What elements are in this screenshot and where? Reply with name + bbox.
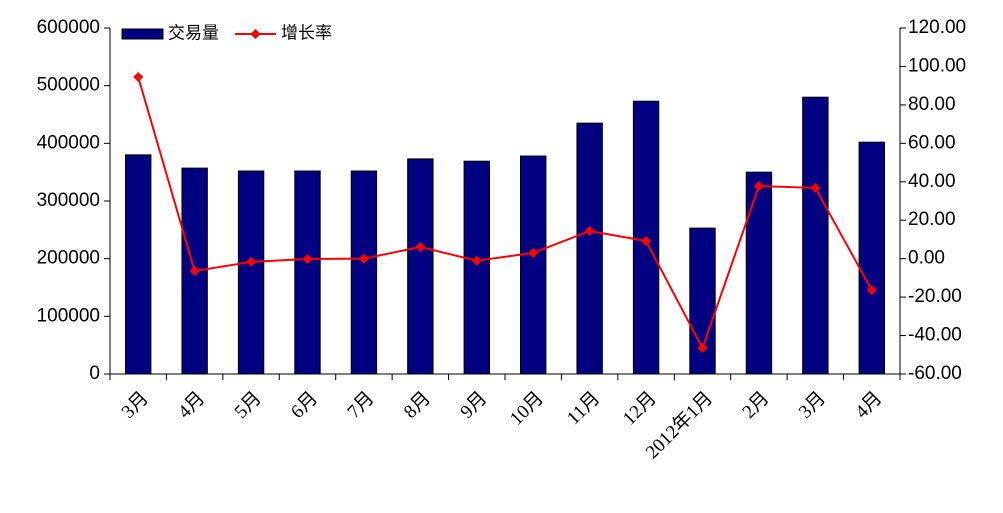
- point: [753, 181, 764, 192]
- y2-tick-label: 0.00: [908, 248, 945, 269]
- point: [358, 253, 369, 264]
- bar: [802, 96, 829, 375]
- y-tick-label: 200000: [37, 248, 100, 269]
- point: [302, 254, 313, 265]
- y2-tick-label: 100.00: [908, 55, 966, 76]
- x-tick-label: 4月: [851, 388, 886, 423]
- legend-label: 交易量: [168, 23, 219, 42]
- point: [415, 241, 426, 252]
- y2-tick-label: -40.00: [908, 325, 962, 346]
- y2-tick-label: 20.00: [908, 209, 956, 230]
- bar: [237, 170, 265, 375]
- x-tick-label: 7月: [344, 388, 379, 423]
- point: [810, 182, 821, 193]
- point: [584, 225, 595, 236]
- x-tick-label: 9月: [456, 388, 491, 423]
- x-tick-label: 11月: [563, 388, 604, 429]
- point: [697, 343, 708, 354]
- bar: [576, 122, 603, 375]
- y-tick-label: 100000: [37, 305, 100, 326]
- point: [189, 265, 200, 276]
- bar: [858, 141, 885, 375]
- x-tick-label: 12月: [619, 388, 661, 430]
- bar: [294, 170, 321, 375]
- bar: [350, 170, 378, 375]
- x-tick-label: 2月: [739, 388, 774, 423]
- legend-swatch: [121, 28, 164, 40]
- x-tick-label: 3月: [795, 388, 830, 423]
- y-tick-label: 300000: [37, 190, 100, 211]
- point: [641, 235, 652, 246]
- x-tick-label: 8月: [400, 388, 435, 423]
- y-tick-label: 400000: [37, 132, 100, 153]
- y2-tick-label: -20.00: [908, 286, 962, 307]
- y2-tick-label: -60.00: [908, 363, 962, 384]
- y2-tick-label: 120.00: [908, 17, 966, 38]
- point: [246, 256, 257, 267]
- bar: [463, 160, 490, 375]
- x-tick-label: 6月: [287, 388, 322, 423]
- legend-marker: [250, 29, 261, 39]
- y-tick-label: 0: [89, 363, 100, 384]
- point: [133, 72, 144, 83]
- bar: [125, 154, 152, 375]
- x-tick-label: 5月: [231, 388, 266, 423]
- legend-label: 增长率: [281, 23, 332, 42]
- point: [866, 284, 877, 295]
- x-tick-label: 3月: [118, 388, 153, 423]
- y-tick-label: 500000: [37, 75, 100, 96]
- y2-tick-label: 60.00: [908, 132, 956, 153]
- x-tick-label: 4月: [174, 388, 209, 423]
- point: [471, 255, 482, 266]
- bar: [745, 171, 773, 375]
- y2-tick-label: 80.00: [908, 94, 956, 115]
- bar: [407, 158, 434, 375]
- bar: [520, 155, 547, 375]
- growth-line: [137, 76, 873, 351]
- y2-tick-label: 40.00: [908, 171, 956, 192]
- y-tick-label: 600000: [37, 17, 100, 38]
- point: [528, 247, 539, 258]
- x-tick-label: 10月: [506, 388, 548, 430]
